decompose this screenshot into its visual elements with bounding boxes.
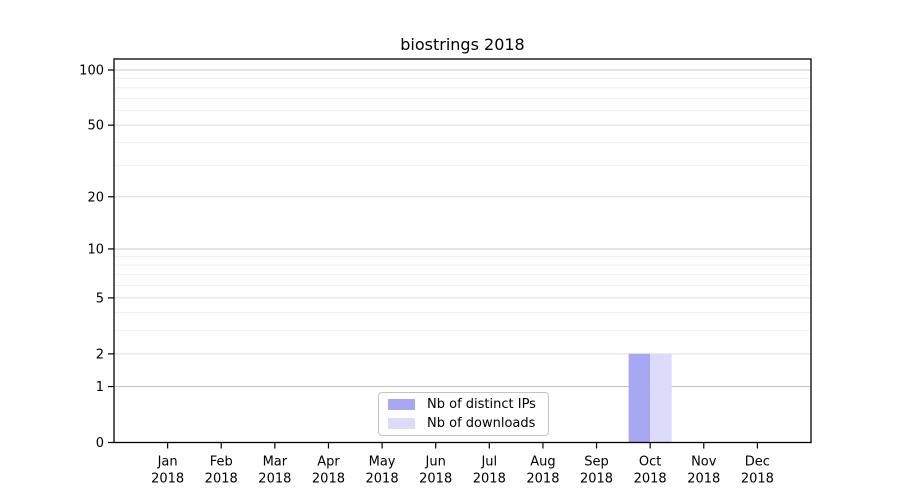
x-tick-label-month: Oct bbox=[639, 455, 661, 470]
x-tick-label-month: May bbox=[369, 455, 396, 470]
x-tick-label-year: 2018 bbox=[258, 472, 291, 487]
y-tick-label: 2 bbox=[96, 347, 104, 362]
legend: Nb of distinct IPs Nb of downloads bbox=[378, 392, 549, 436]
legend-label: Nb of distinct IPs bbox=[427, 397, 536, 412]
x-tick-label-month: Aug bbox=[530, 455, 555, 470]
chart-title: biostrings 2018 bbox=[400, 35, 525, 54]
legend-item-downloads: Nb of downloads bbox=[388, 416, 548, 431]
y-tick-label: 100 bbox=[79, 64, 104, 79]
x-tick-label-year: 2018 bbox=[473, 472, 506, 487]
downloads-swatch bbox=[388, 418, 415, 429]
x-tick-label-month: Sep bbox=[584, 455, 609, 470]
x-tick-label-year: 2018 bbox=[580, 472, 613, 487]
x-tick-label-year: 2018 bbox=[634, 472, 667, 487]
x-tick-label-year: 2018 bbox=[526, 472, 559, 487]
x-tick-label-year: 2018 bbox=[741, 472, 774, 487]
y-tick-label: 50 bbox=[87, 119, 104, 134]
x-tick-label-year: 2018 bbox=[687, 472, 720, 487]
distinct-ips-swatch bbox=[388, 399, 415, 410]
x-tick-label-month: Feb bbox=[210, 455, 233, 470]
x-tick-label-month: Mar bbox=[263, 455, 288, 470]
x-tick-label-month: Nov bbox=[691, 455, 717, 470]
legend-item-distinct-ips: Nb of distinct IPs bbox=[388, 397, 548, 412]
x-tick-label-year: 2018 bbox=[205, 472, 238, 487]
y-tick-label: 5 bbox=[96, 291, 104, 306]
x-tick-label-month: Dec bbox=[745, 455, 770, 470]
x-tick-label-year: 2018 bbox=[312, 472, 345, 487]
x-tick-label-month: Apr bbox=[317, 455, 340, 470]
bar-downloads bbox=[650, 353, 672, 443]
bar-distinct-ips bbox=[628, 353, 651, 443]
y-tick-label: 0 bbox=[96, 436, 104, 451]
plot-border bbox=[113, 58, 812, 444]
x-tick-label-month: Jun bbox=[425, 455, 446, 470]
x-tick-label-month: Jul bbox=[480, 455, 497, 470]
x-tick-label-year: 2018 bbox=[151, 472, 184, 487]
x-tick-label-year: 2018 bbox=[366, 472, 399, 487]
x-tick-label-year: 2018 bbox=[419, 472, 452, 487]
y-tick-label: 1 bbox=[96, 380, 104, 395]
y-tick-label: 20 bbox=[87, 190, 104, 205]
legend-label: Nb of downloads bbox=[427, 416, 536, 431]
x-tick-label-month: Jan bbox=[157, 455, 178, 470]
y-tick-label: 10 bbox=[87, 242, 104, 257]
